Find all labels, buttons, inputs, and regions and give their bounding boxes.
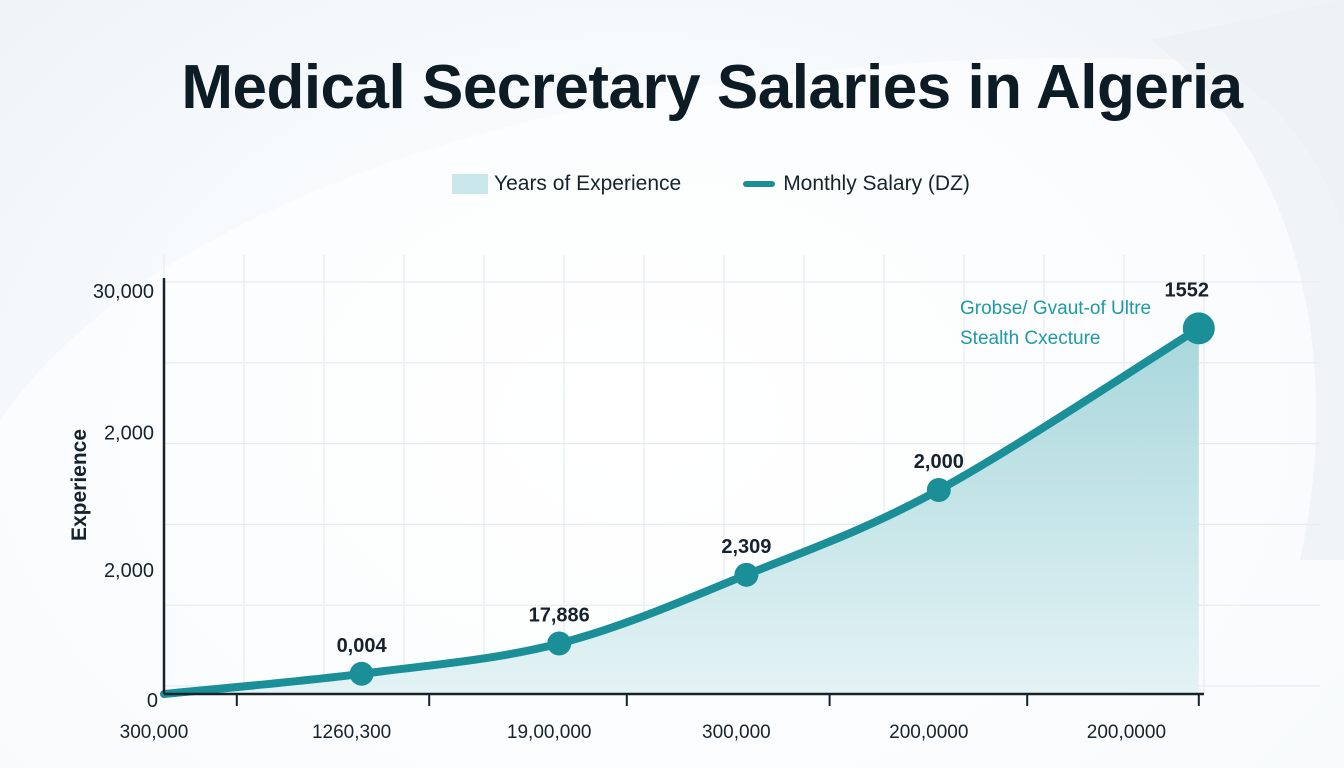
x-tick-label: 1260,300 bbox=[312, 722, 391, 743]
x-tick-label: 300,000 bbox=[702, 722, 771, 743]
legend-item-salary[interactable]: Monthly Salary (DZ) bbox=[743, 172, 970, 196]
chart-title: Medical Secretary Salaries in Algeria bbox=[181, 53, 1243, 122]
data-point bbox=[1182, 312, 1215, 345]
annotation: Grobse/ Gvaut-of Ultre Stealth Cxecture bbox=[960, 298, 1151, 349]
data-point bbox=[349, 661, 374, 686]
legend-item-experience[interactable]: Years of Experience bbox=[452, 172, 681, 196]
y-tick-label: 2,000 bbox=[104, 422, 154, 444]
axes bbox=[162, 278, 1204, 696]
legend-label-experience: Years of Experience bbox=[494, 172, 682, 195]
annotation-line-2: Stealth Cxecture bbox=[960, 328, 1100, 349]
x-tick-label: 300,000 bbox=[120, 722, 189, 743]
data-label: 2,000 bbox=[914, 451, 964, 473]
y-tick-label: 30,000 bbox=[93, 281, 154, 303]
data-point bbox=[926, 477, 951, 502]
legend-label-salary: Monthly Salary (DZ) bbox=[783, 172, 970, 195]
x-tick-label: 200,0000 bbox=[889, 722, 968, 743]
data-label: 2,309 bbox=[721, 536, 771, 558]
data-label: 0,004 bbox=[337, 635, 388, 657]
data-label: 1552 bbox=[1165, 279, 1210, 301]
tick-labels: 300,000 1260,300 19,00,000 300,000 200,0000 2… bbox=[93, 281, 1200, 743]
area-fill bbox=[164, 328, 1199, 694]
y-tick-label: 0 bbox=[147, 690, 158, 712]
data-point bbox=[547, 631, 572, 656]
x-tick-label: 19,00,000 bbox=[507, 722, 592, 743]
salary-line bbox=[160, 324, 1203, 698]
data-point bbox=[734, 562, 759, 587]
legend-swatch-line bbox=[743, 181, 776, 187]
y-axis-label: Experience bbox=[68, 429, 91, 541]
x-tick-label: 200,0000 bbox=[1087, 722, 1166, 743]
legend-swatch-area bbox=[452, 174, 488, 194]
y-tick-label: 2,000 bbox=[104, 560, 154, 582]
legend: Years of Experience Monthly Salary (DZ) bbox=[452, 172, 970, 196]
data-label: 17,886 bbox=[529, 605, 590, 627]
data-points: 0,004 17,886 2,309 2,000 1552 bbox=[337, 279, 1215, 686]
annotation-line-1: Grobse/ Gvaut-of Ultre bbox=[960, 298, 1151, 319]
